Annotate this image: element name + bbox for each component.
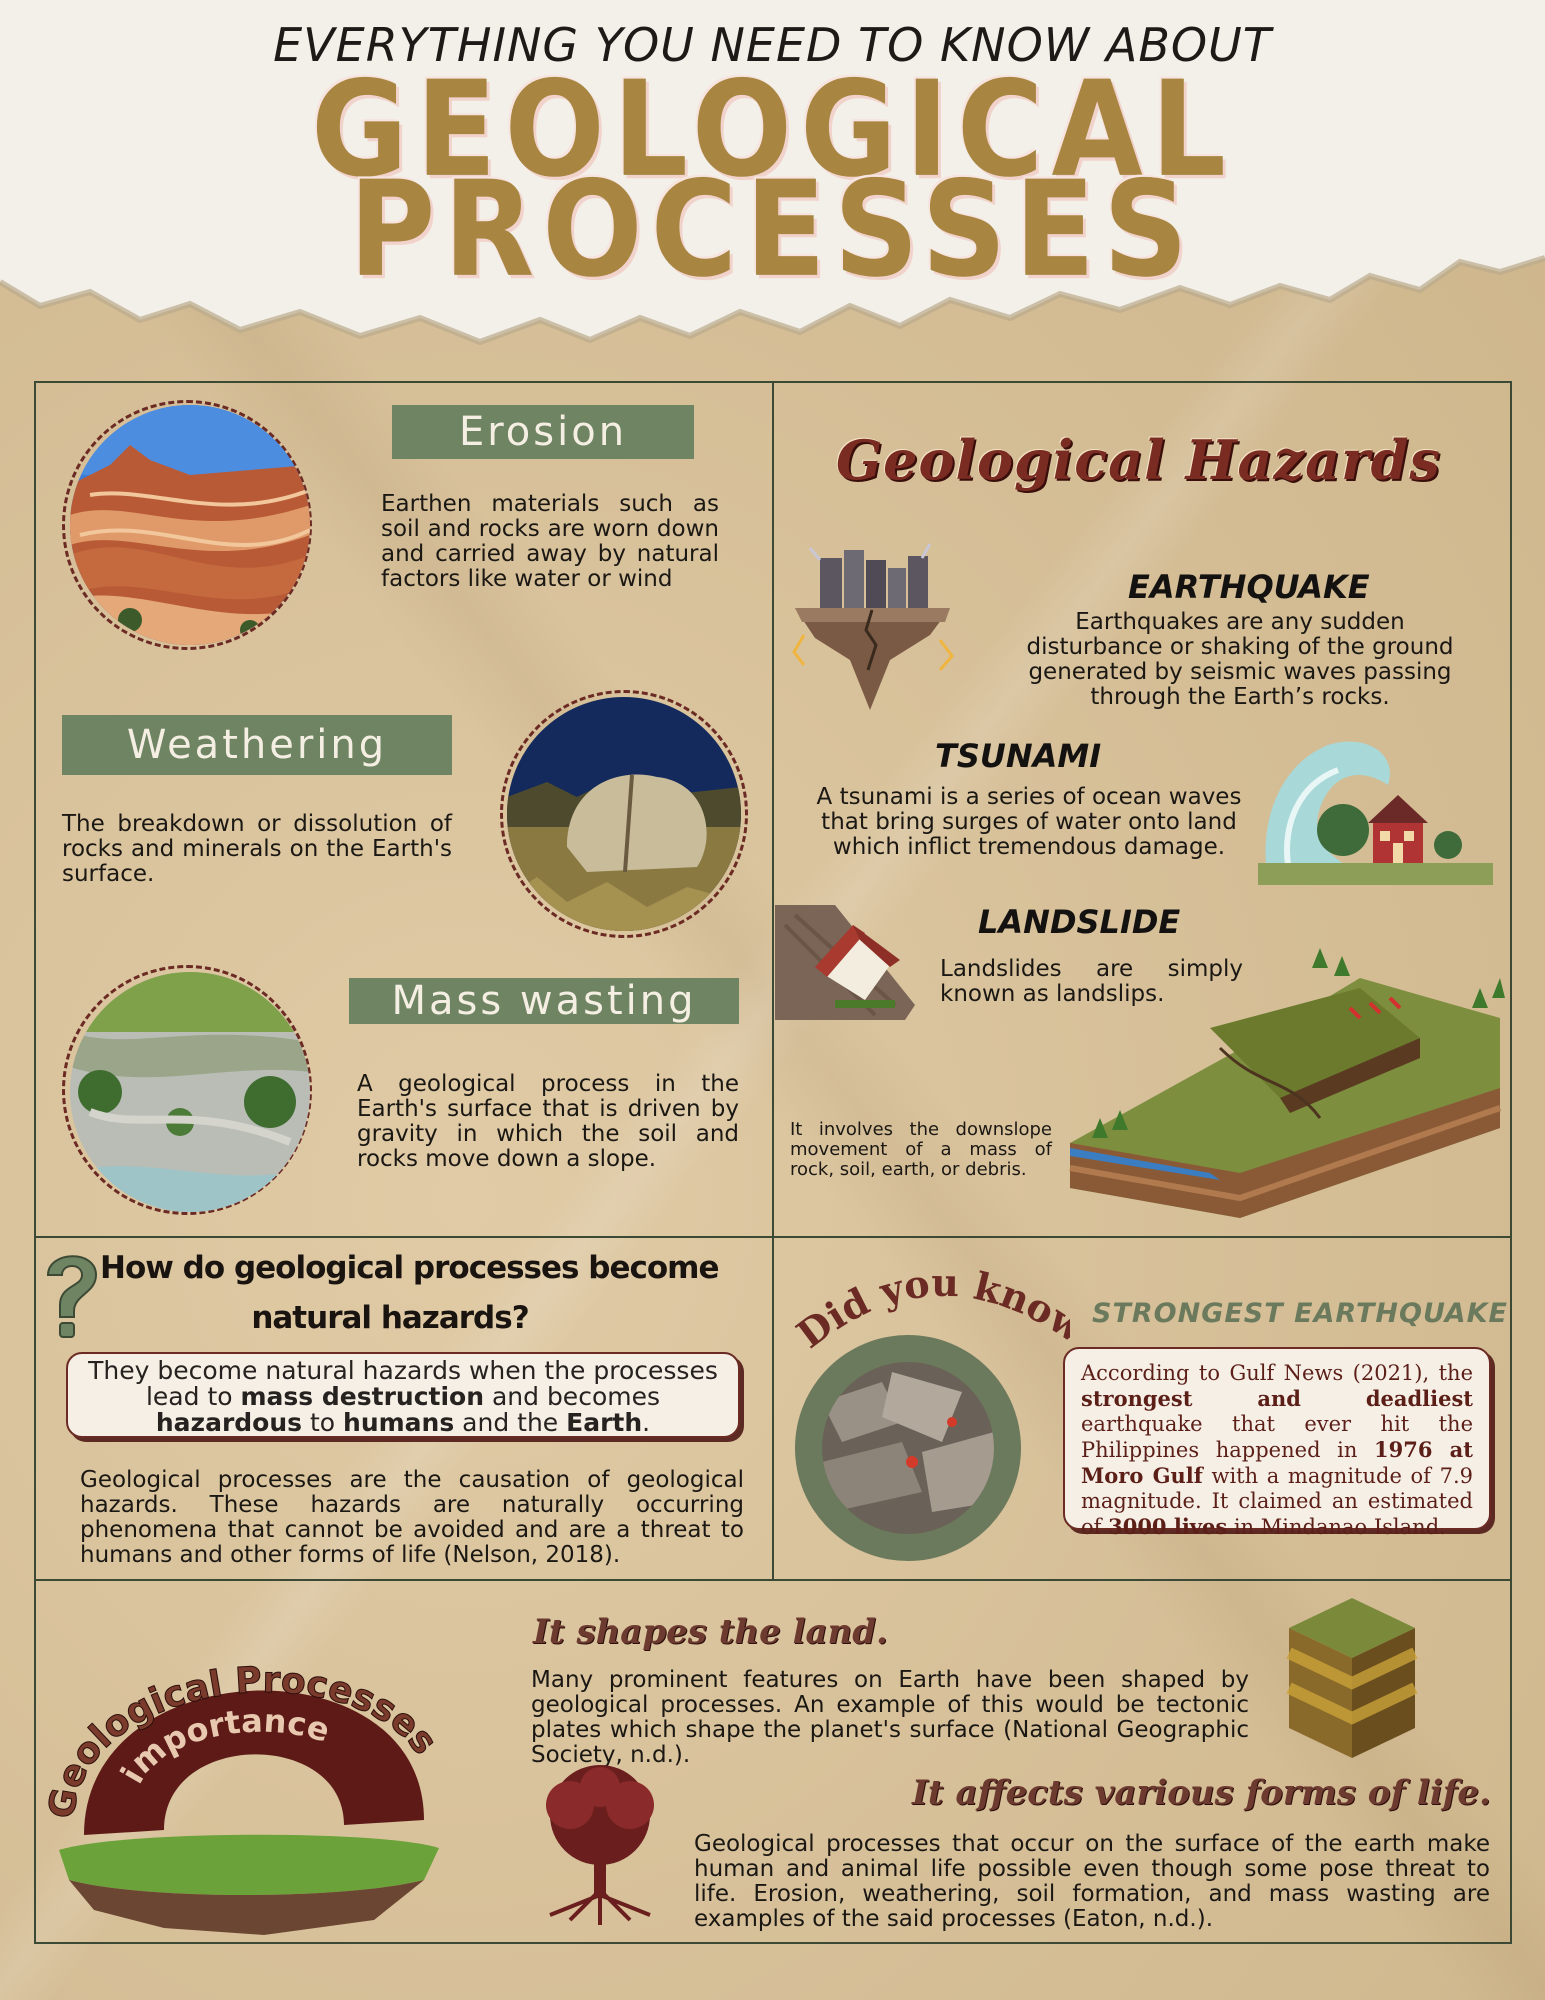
- earthquake-illustration: [792, 543, 954, 710]
- frame-bottom: [34, 1942, 1512, 1944]
- erosion-photo-ring: [62, 400, 312, 650]
- question-title-2: natural hazards?: [251, 1300, 529, 1336]
- tsunami-name: TSUNAMI: [935, 737, 1102, 775]
- mass-wasting-photo-ring: [62, 965, 312, 1215]
- weathering-photo: [507, 697, 741, 931]
- landslide-house-illustration: [775, 905, 915, 1020]
- frame-mid-vertical: [772, 381, 774, 1579]
- strongest-earthquake-card: According to Gulf News (2021), the stron…: [1063, 1347, 1491, 1539]
- landslide-text: Landslides are simply known as landslips…: [940, 956, 1243, 1007]
- mass-wasting-photo: [70, 972, 310, 1212]
- erosion-text: Earthen materials such as soil and rocks…: [381, 491, 719, 592]
- frame-right: [1510, 381, 1512, 1944]
- mass-wasting-label: Mass wasting: [349, 978, 739, 1024]
- frame-row-divider-2: [34, 1579, 1512, 1581]
- affects-life-title: It affects various forms of life.: [912, 1773, 1491, 1813]
- answer-bold-4: Earth: [566, 1408, 643, 1437]
- erosion-label: Erosion: [392, 405, 694, 459]
- tsunami-illustration: [1258, 741, 1493, 885]
- question-title-1: How do geological processes become: [100, 1250, 719, 1286]
- tsunami-text: A tsunami is a series of ocean waves tha…: [816, 784, 1242, 860]
- strongest-earthquake-text: According to Gulf News (2021), the stron…: [1081, 1361, 1473, 1539]
- earthquake-name: EARTHQUAKE: [1128, 568, 1370, 606]
- header-kicker: EVERYTHING YOU NEED TO KNOW ABOUT: [273, 18, 1272, 72]
- title-line-1: GEOLOGICAL: [311, 51, 1234, 207]
- affects-life-text: Geological processes that occur on the s…: [694, 1831, 1490, 1932]
- shapes-land-text: Many prominent features on Earth have be…: [531, 1667, 1249, 1768]
- answer-bold-3: humans: [343, 1408, 455, 1437]
- answer-bold-1: mass destruction: [240, 1382, 485, 1411]
- question-mark-icon: [46, 1255, 98, 1338]
- earthquake-damage-photo: [822, 1362, 994, 1534]
- hazards-title: Geological Hazards: [836, 428, 1441, 492]
- tree-icon: [546, 1765, 654, 1925]
- question-body-text: Geological processes are the causation o…: [80, 1467, 744, 1568]
- weathering-label: Weathering: [62, 715, 452, 775]
- landslide-extra-text: It involves the downslope movement of a …: [790, 1119, 1052, 1180]
- mass-wasting-text: A geological process in the Earth's surf…: [357, 1071, 739, 1172]
- frame-left: [34, 381, 36, 1944]
- question-answer-text: They become natural hazards when the pro…: [88, 1356, 718, 1437]
- answer-bold-2: hazardous: [155, 1408, 303, 1437]
- question-answer-card: They become natural hazards when the pro…: [66, 1352, 740, 1438]
- title-line-2: PROCESSES: [348, 151, 1197, 307]
- landslide-slope-illustration: [1069, 948, 1505, 1218]
- erosion-photo: [70, 405, 310, 645]
- strongest-earthquake-heading: STRONGEST EARTHQUAKE: [1092, 1298, 1508, 1329]
- shapes-land-title: It shapes the land.: [533, 1612, 888, 1652]
- torn-paper-header: [0, 0, 1545, 346]
- weathering-text: The breakdown or dissolution of rocks an…: [62, 811, 452, 887]
- frame-row-divider-1: [34, 1236, 1512, 1238]
- weathering-photo-ring: [500, 690, 748, 938]
- importance-arc-graphic: Geological Processes importance: [44, 1659, 445, 1935]
- earthquake-text: Earthquakes are any sudden disturbance o…: [1026, 609, 1454, 710]
- landslide-name: LANDSLIDE: [978, 903, 1181, 941]
- soil-layers-cube: [1286, 1598, 1418, 1758]
